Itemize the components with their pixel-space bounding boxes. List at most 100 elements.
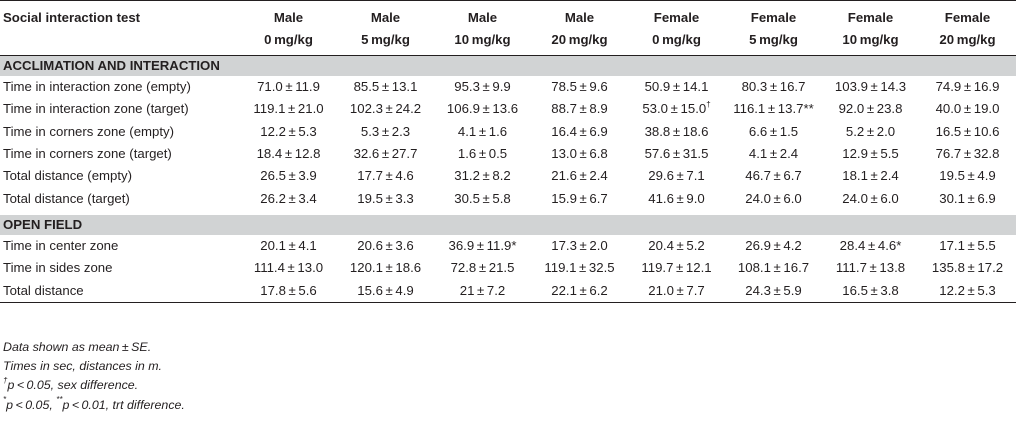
table-cell: 20.6 ± 3.6 xyxy=(337,235,434,257)
cell-value: 24.0 ± 6.0 xyxy=(745,190,802,206)
table-cell: 5.2 ± 2.0 xyxy=(822,121,919,143)
cell-value: 20.6 ± 3.6 xyxy=(357,237,414,253)
cell-value: 26.5 ± 3.9 xyxy=(260,168,317,184)
table-footnotes: Data shown as mean ± SE. Times in sec, d… xyxy=(3,338,185,415)
footnote-units: Times in sec, distances in m. xyxy=(3,359,162,374)
cell-value: 30.1 ± 6.9 xyxy=(939,190,996,206)
table-row: Time in interaction zone (empty) 71.0 ± 1… xyxy=(0,76,1016,98)
footnote-data: Data shown as mean ± SE. xyxy=(3,340,152,354)
table-cell: 102.3 ± 24.2 xyxy=(337,98,434,120)
table-cell: 16.5 ± 10.6 xyxy=(919,121,1016,143)
table-cell: 111.7 ± 13.8 xyxy=(822,257,919,279)
cell-value: 76.7 ± 32.8 xyxy=(935,146,1000,162)
table-cell: 20.1 ± 4.1 xyxy=(240,235,337,257)
cell-value: 111.4 ± 13.0 xyxy=(253,260,324,276)
table-cell: 28.4 ± 4.6* xyxy=(822,235,919,257)
table-cell: 15.9 ± 6.7 xyxy=(531,187,628,209)
table-cell: 21 ± 7.2 xyxy=(434,279,531,303)
table-cell: 135.8 ± 17.2 xyxy=(919,257,1016,279)
table-cell: 19.5 ± 4.9 xyxy=(919,165,1016,187)
cell-superscript: † xyxy=(706,100,711,110)
table-cell: 4.1 ± 2.4 xyxy=(725,143,822,165)
table-cell: 26.5 ± 3.9 xyxy=(240,165,337,187)
table-cell: 53.0 ± 15.0† xyxy=(628,98,725,120)
row-label: Time in corners zone (target) xyxy=(3,146,172,162)
cell-value: 57.6 ± 31.5 xyxy=(644,146,709,162)
table-cell: 29.6 ± 7.1 xyxy=(628,165,725,187)
cell-value: 4.1 ± 2.4 xyxy=(748,146,799,162)
column-sex: Male xyxy=(273,10,304,25)
cell-value: 26.2 ± 3.4 xyxy=(260,190,317,206)
row-label: Total distance xyxy=(0,279,240,303)
table-cell: 15.6 ± 4.9 xyxy=(337,279,434,303)
table-cell: 119.7 ± 12.1 xyxy=(628,257,725,279)
table-cell: 19.5 ± 3.3 xyxy=(337,187,434,209)
cell-value: 88.7 ± 8.9 xyxy=(551,101,608,117)
cell-value: 38.8 ± 18.6 xyxy=(644,123,709,139)
table-cell: 18.1 ± 2.4 xyxy=(822,165,919,187)
table-cell: 92.0 ± 23.8 xyxy=(822,98,919,120)
cell-value: 12.2 ± 5.3 xyxy=(260,123,317,139)
row-label: Time in interaction zone (empty) xyxy=(3,79,191,95)
cell-value: 5.3 ± 2.3 xyxy=(360,123,411,139)
cell-value: 78.5 ± 9.6 xyxy=(551,79,608,95)
cell-value: 53.0 ± 15.0 xyxy=(642,101,707,117)
column-dose: 0 mg/kg xyxy=(652,32,701,47)
section-header-row: ACCLIMATION AND INTERACTION xyxy=(0,55,1016,76)
footnote-sex-difference: †p < 0.05, sex difference. xyxy=(3,376,185,395)
table-row: Time in corners zone (empty) 12.2 ± 5.3 5.… xyxy=(0,121,1016,143)
table-cell: 111.4 ± 13.0 xyxy=(240,257,337,279)
table-cell: 50.9 ± 14.1 xyxy=(628,76,725,98)
table-cell: 17.3 ± 2.0 xyxy=(531,235,628,257)
cell-value: 4.1 ± 1.6 xyxy=(457,123,508,139)
cell-value: 85.5 ± 13.1 xyxy=(353,79,418,95)
cell-value: 29.6 ± 7.1 xyxy=(648,168,705,184)
row-label: Time in sides zone xyxy=(3,260,113,276)
cell-value: 21.0 ± 7.7 xyxy=(648,282,705,298)
cell-value: 111.7 ± 13.8 xyxy=(835,260,906,276)
column-dose: 0 mg/kg xyxy=(264,32,313,47)
column-dose: 5 mg/kg xyxy=(749,32,798,47)
cell-value: 119.1 ± 21.0 xyxy=(253,101,324,117)
cell-value: 17.7 ± 4.6 xyxy=(357,168,414,184)
cell-value: 12.9 ± 5.5 xyxy=(842,146,899,162)
cell-value: 106.9 ± 13.6 xyxy=(446,101,519,117)
cell-value: 46.7 ± 6.7 xyxy=(745,168,802,184)
column-dose: 20 mg/kg xyxy=(939,32,996,47)
cell-value: 72.8 ± 21.5 xyxy=(450,260,515,276)
cell-value: 19.5 ± 4.9 xyxy=(939,168,996,184)
table-cell: 13.0 ± 6.8 xyxy=(531,143,628,165)
table-cell: 106.9 ± 13.6 xyxy=(434,98,531,120)
table-cell: 103.9 ± 14.3 xyxy=(822,76,919,98)
cell-value: 24.3 ± 5.9 xyxy=(745,282,802,298)
table-body: ACCLIMATION AND INTERACTION Time in inter… xyxy=(0,55,1016,303)
table-row: Time in interaction zone (target) 119.1 ±… xyxy=(0,98,1016,120)
table-cell: 36.9 ± 11.9* xyxy=(434,235,531,257)
cell-value: 16.4 ± 6.9 xyxy=(551,123,608,139)
table-cell: 20.4 ± 5.2 xyxy=(628,235,725,257)
cell-value: 74.9 ± 16.9 xyxy=(935,79,1000,95)
cell-value: 24.0 ± 6.0 xyxy=(842,190,899,206)
section-title: OPEN FIELD xyxy=(0,214,1016,235)
table-cell: 1.6 ± 0.5 xyxy=(434,143,531,165)
cell-value: 19.5 ± 3.3 xyxy=(357,190,414,206)
row-label: Time in center zone xyxy=(3,237,119,253)
table-cell: 78.5 ± 9.6 xyxy=(531,76,628,98)
cell-value: 20.1 ± 4.1 xyxy=(260,237,317,253)
cell-value: 119.7 ± 12.1 xyxy=(641,260,712,276)
table-cell: 21.0 ± 7.7 xyxy=(628,279,725,303)
column-sex: Female xyxy=(944,10,991,25)
asterisk-symbol: * xyxy=(3,395,7,405)
table-cell: 119.1 ± 21.0 xyxy=(240,98,337,120)
table-cell: 5.3 ± 2.3 xyxy=(337,121,434,143)
table-cell: 88.7 ± 8.9 xyxy=(531,98,628,120)
table-cell: 120.1 ± 18.6 xyxy=(337,257,434,279)
cell-value: 13.0 ± 6.8 xyxy=(551,146,608,162)
table-cell: 30.5 ± 5.8 xyxy=(434,187,531,209)
table-cell: 30.1 ± 6.9 xyxy=(919,187,1016,209)
header-label: Social interaction test xyxy=(3,10,141,25)
cell-value: 135.8 ± 17.2 xyxy=(931,260,1004,276)
column-sex: Male xyxy=(467,10,498,25)
cell-value: 92.0 ± 23.8 xyxy=(838,101,903,117)
table-cell: 80.3 ± 16.7 xyxy=(725,76,822,98)
